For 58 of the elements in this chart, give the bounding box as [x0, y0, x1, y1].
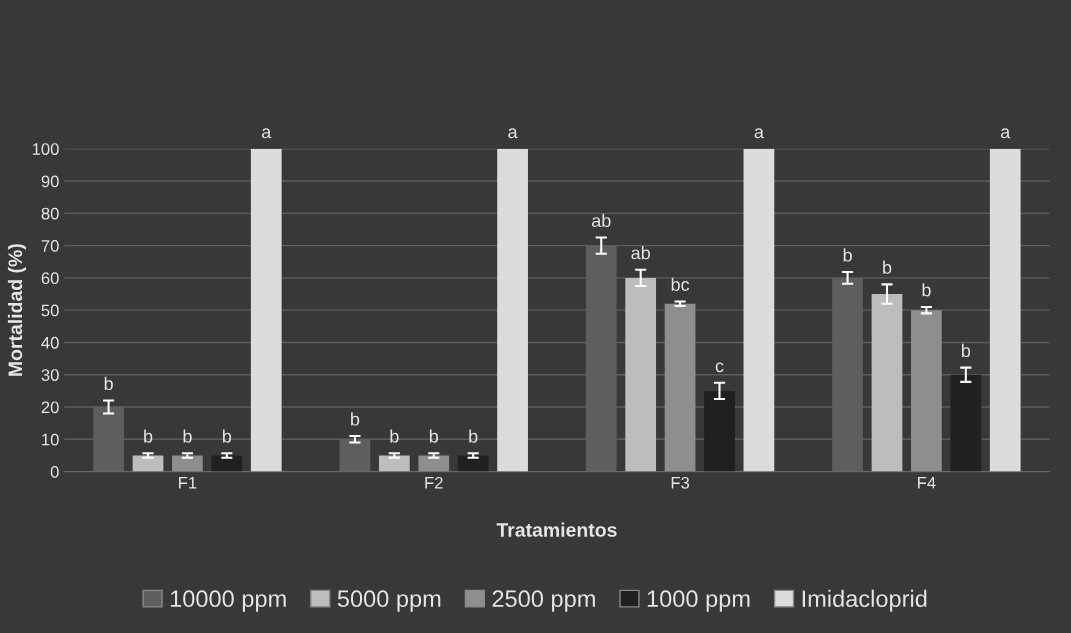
data-label: b	[351, 412, 360, 426]
data-label: b	[883, 260, 892, 274]
data-label: bc	[671, 277, 690, 291]
y-tick-label: 80	[41, 207, 59, 220]
data-label: b	[469, 429, 478, 443]
bar	[950, 374, 982, 472]
data-label: a	[1000, 128, 1011, 139]
x-tick-label: F4	[918, 477, 936, 489]
x-tick-label: F1	[179, 477, 197, 489]
data-label: b	[104, 376, 113, 391]
legend-label: 5000 ppm	[337, 590, 441, 612]
bar	[172, 455, 203, 472]
bar	[497, 148, 528, 472]
y-tick-label: 30	[41, 369, 59, 381]
y-tick-label: 70	[41, 240, 59, 252]
x-tick-label: F2	[425, 476, 443, 489]
y-tick-label: 0	[50, 465, 59, 478]
y-tick-label: 10	[42, 433, 59, 446]
bar	[664, 303, 696, 472]
data-label: b	[961, 343, 971, 358]
bar	[704, 390, 735, 472]
y-tick-label: 90	[41, 175, 59, 188]
bar	[132, 455, 164, 472]
bar	[743, 148, 775, 472]
y-tick-label: 60	[41, 272, 59, 285]
data-label: b	[183, 429, 192, 443]
legend-label: 10000 ppm	[170, 590, 286, 612]
data-label: b	[222, 429, 232, 443]
bar	[871, 294, 903, 472]
data-label: b	[922, 283, 931, 297]
data-label: a	[754, 128, 764, 139]
data-label: b	[429, 429, 439, 443]
bar	[211, 455, 243, 472]
y-axis-title: Mortalidad (%)	[7, 244, 27, 376]
data-label: a	[508, 128, 518, 139]
y-tick-label: 50	[41, 304, 59, 317]
bar	[457, 455, 489, 472]
data-label: b	[390, 429, 399, 443]
bar	[250, 148, 282, 472]
legend-label: 2500 ppm	[492, 590, 595, 612]
legend-label: Imidacloprid	[802, 589, 927, 612]
data-label: ab	[591, 213, 611, 228]
data-label: a	[262, 128, 272, 139]
data-label: ab	[631, 246, 650, 260]
bar	[418, 455, 450, 472]
data-label: b	[843, 248, 852, 262]
bar	[378, 455, 410, 472]
data-label: b	[144, 429, 153, 443]
bar	[989, 148, 1021, 472]
bar	[625, 277, 657, 472]
x-axis-title: Tratamientos	[496, 522, 617, 537]
data-label: c	[715, 362, 724, 373]
bar	[911, 310, 942, 472]
legend-label: 1000 ppm	[647, 590, 750, 612]
x-tick-label: F3	[671, 476, 690, 489]
y-tick-label: 40	[41, 336, 59, 349]
y-tick-label: 100	[32, 143, 59, 155]
y-tick-label: 20	[41, 401, 59, 414]
